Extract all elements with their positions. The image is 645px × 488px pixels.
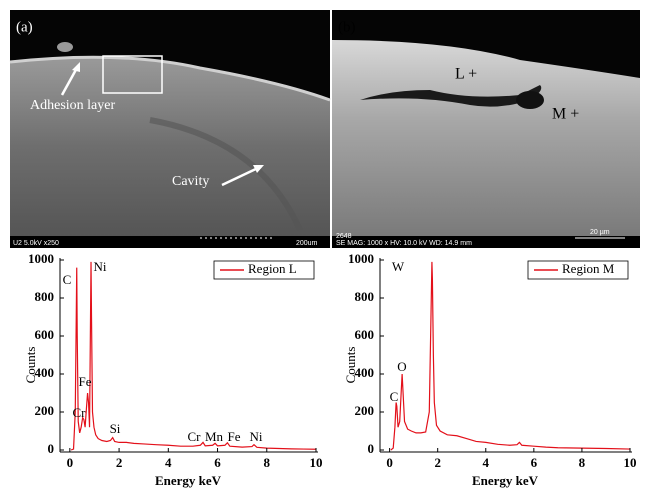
x-tick-label: 2: [434, 455, 441, 470]
x-axis-label: Energy keV: [472, 473, 539, 488]
annotation: Adhesion layer: [30, 98, 115, 113]
y-axis-label: Counts: [343, 347, 358, 384]
peak-label: W: [392, 259, 405, 274]
legend-label: Region M: [562, 261, 615, 276]
y-tick-label: 0: [368, 441, 375, 456]
x-tick-label: 4: [483, 455, 490, 470]
info-text: SE MAG: 1000 x HV: 10.0 kV WD: 14.9 mm: [336, 240, 472, 247]
annotation: M +: [552, 106, 579, 123]
x-tick-label: 0: [67, 455, 74, 470]
x-axis-label: Energy keV: [155, 473, 222, 488]
sem-image-a: (a) Adhesion layer Cavity U2 5.0kV x250 …: [10, 10, 330, 248]
info-text: U2 5.0kV x250: [13, 240, 59, 247]
x-tick-label: 6: [214, 455, 221, 470]
y-tick-label: 800: [355, 289, 375, 304]
x-tick-label: 10: [624, 455, 637, 470]
y-tick-label: 600: [35, 327, 55, 342]
spectrum-line: [71, 262, 316, 450]
peak-label: Fe: [228, 429, 241, 444]
peak-label: Ni: [94, 259, 107, 274]
y-tick-label: 800: [35, 289, 55, 304]
peak-label: O: [397, 359, 406, 374]
x-tick-label: 4: [165, 455, 172, 470]
info-text: 200um: [296, 240, 318, 247]
spectrum-line: [391, 262, 630, 450]
x-tick-label: 10: [310, 455, 323, 470]
figure: (a) Adhesion layer Cavity U2 5.0kV x250 …: [0, 0, 645, 488]
y-tick-label: 600: [355, 327, 375, 342]
peak-label: C: [390, 389, 399, 404]
y-axis-label: Counts: [23, 347, 38, 384]
legend-label: Region L: [248, 261, 297, 276]
x-tick-label: 2: [116, 455, 123, 470]
x-tick-label: 6: [531, 455, 538, 470]
peak-label: Mn: [205, 429, 224, 444]
y-tick-label: 1000: [28, 251, 54, 266]
panel-label: (b): [338, 19, 356, 35]
peak-label: Si: [110, 421, 121, 436]
peak-label: Cr: [73, 405, 87, 420]
x-tick-label: 0: [386, 455, 393, 470]
annotation: L +: [455, 66, 477, 83]
x-tick-label: 8: [579, 455, 586, 470]
y-tick-label: 200: [355, 403, 375, 418]
x-tick-label: 8: [264, 455, 271, 470]
peak-label: Ni: [250, 429, 263, 444]
info-text: 2648: [336, 233, 352, 240]
info-text: 20 µm: [590, 229, 610, 236]
panel-label: (a): [16, 19, 33, 35]
sem-image-b: (b) L + M + 2648 SE MAG: 1000 x HV: 10.0…: [332, 10, 640, 248]
peak-label: C: [63, 272, 72, 287]
peak-label: Cr: [188, 429, 202, 444]
annotation: Cavity: [172, 174, 209, 189]
y-tick-label: 0: [48, 441, 55, 456]
y-tick-label: 1000: [348, 251, 374, 266]
peak-label: Fe: [79, 374, 92, 389]
y-tick-label: 200: [35, 403, 55, 418]
